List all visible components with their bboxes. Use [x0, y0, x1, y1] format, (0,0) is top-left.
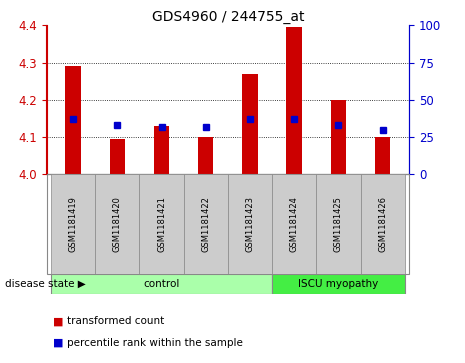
Text: GSM1181426: GSM1181426 — [378, 196, 387, 252]
Bar — [242, 74, 258, 174]
Text: disease state ▶: disease state ▶ — [5, 279, 86, 289]
Bar — [375, 137, 391, 174]
Bar — [198, 137, 213, 174]
FancyBboxPatch shape — [95, 174, 140, 274]
Bar — [286, 27, 302, 174]
Text: GSM1181423: GSM1181423 — [246, 196, 254, 252]
Text: transformed count: transformed count — [67, 316, 165, 326]
Text: ■: ■ — [53, 338, 64, 348]
Bar — [331, 100, 346, 174]
FancyBboxPatch shape — [184, 174, 228, 274]
Text: ■: ■ — [53, 316, 64, 326]
Bar — [110, 139, 125, 174]
Title: GDS4960 / 244755_at: GDS4960 / 244755_at — [152, 11, 304, 24]
Text: percentile rank within the sample: percentile rank within the sample — [67, 338, 243, 348]
Text: GSM1181421: GSM1181421 — [157, 196, 166, 252]
FancyBboxPatch shape — [51, 274, 272, 294]
Bar — [154, 126, 169, 174]
FancyBboxPatch shape — [360, 174, 405, 274]
Text: ISCU myopathy: ISCU myopathy — [299, 279, 379, 289]
Text: control: control — [143, 279, 179, 289]
FancyBboxPatch shape — [51, 174, 95, 274]
Text: GSM1181425: GSM1181425 — [334, 196, 343, 252]
Text: GSM1181419: GSM1181419 — [68, 196, 78, 252]
FancyBboxPatch shape — [228, 174, 272, 274]
Text: GSM1181422: GSM1181422 — [201, 196, 210, 252]
Bar — [65, 66, 81, 174]
FancyBboxPatch shape — [316, 174, 360, 274]
FancyBboxPatch shape — [272, 174, 316, 274]
Text: GSM1181420: GSM1181420 — [113, 196, 122, 252]
FancyBboxPatch shape — [272, 274, 405, 294]
Text: GSM1181424: GSM1181424 — [290, 196, 299, 252]
FancyBboxPatch shape — [140, 174, 184, 274]
